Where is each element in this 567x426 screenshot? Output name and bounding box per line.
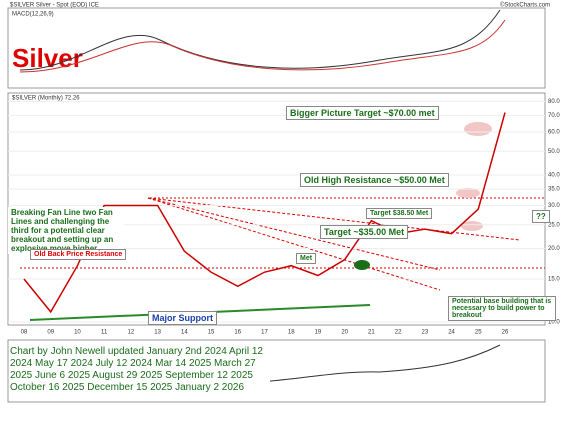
y-tick-label: 15.0	[548, 277, 560, 283]
price-line	[23, 112, 506, 314]
y-tick-label: 80.0	[548, 99, 560, 105]
annotation: Major Support	[148, 311, 217, 325]
annotation: Met	[296, 253, 317, 264]
x-tick-label: 20	[341, 330, 348, 336]
x-tick-label: 09	[47, 330, 54, 336]
chart-title: Silver	[12, 43, 83, 73]
annotation: Old High Resistance ~$50.00 Met	[300, 173, 449, 187]
annotation: Breaking Fan Line two Fan Lines and chal…	[8, 207, 124, 254]
x-tick-label: 19	[315, 330, 322, 336]
met-oval	[354, 260, 370, 270]
annotation: Bigger Picture Target ~$70.00 met	[286, 106, 439, 120]
x-tick-label: 24	[448, 330, 455, 336]
y-tick-label: 50.0	[548, 149, 560, 155]
annotation: Target ~$35.00 Met	[320, 225, 409, 239]
macd-label: MACD(12,26,9)	[12, 12, 54, 18]
x-tick-label: 16	[234, 330, 241, 336]
x-tick-label: 21	[368, 330, 375, 336]
x-tick-label: 26	[502, 330, 509, 336]
x-tick-label: 10	[74, 330, 81, 336]
x-tick-label: 13	[154, 330, 161, 336]
note: Chart by John Newell updated January 2nd…	[10, 346, 270, 394]
x-tick-label: 11	[101, 330, 108, 336]
x-tick-label: 18	[288, 330, 295, 336]
target-oval	[456, 188, 480, 198]
x-tick-label: 14	[181, 330, 188, 336]
x-tick-label: 23	[421, 330, 428, 336]
annotation: Old Back Price Resistance	[30, 249, 127, 260]
x-tick-label: 22	[395, 330, 402, 336]
target-oval	[464, 122, 492, 136]
macd-signal	[19, 19, 506, 73]
y-tick-label: 25.0	[548, 222, 560, 228]
y-tick-label: 40.0	[548, 173, 560, 179]
x-tick-label: 08	[21, 330, 28, 336]
macd-line	[19, 9, 501, 71]
annotation: ??	[532, 210, 550, 223]
y-tick-label: 35.0	[548, 187, 560, 193]
y-tick-label: 60.0	[548, 130, 560, 136]
y-tick-label: 30.0	[548, 203, 560, 209]
x-tick-label: 12	[128, 330, 135, 336]
annotation: Target $38.50 Met	[366, 208, 433, 219]
x-tick-label: 25	[475, 330, 482, 336]
macd-panel	[7, 7, 546, 89]
source: ©StockCharts.com	[500, 2, 550, 9]
header-symbol: $SILVER Silver - Spot (EOD) ICE	[10, 3, 99, 9]
y-tick-label: 70.0	[548, 113, 560, 119]
x-tick-label: 17	[261, 330, 268, 336]
y-tick-label: 20.0	[548, 246, 560, 252]
fan-line	[147, 197, 441, 271]
y-tick-label: 10.0	[548, 320, 560, 326]
annotation: Potential base building that is necessar…	[448, 296, 556, 321]
target-oval	[461, 221, 483, 231]
price-label: $SILVER (Monthly) 72.26	[12, 96, 80, 102]
x-tick-label: 15	[208, 330, 215, 336]
fan-line	[147, 197, 441, 291]
